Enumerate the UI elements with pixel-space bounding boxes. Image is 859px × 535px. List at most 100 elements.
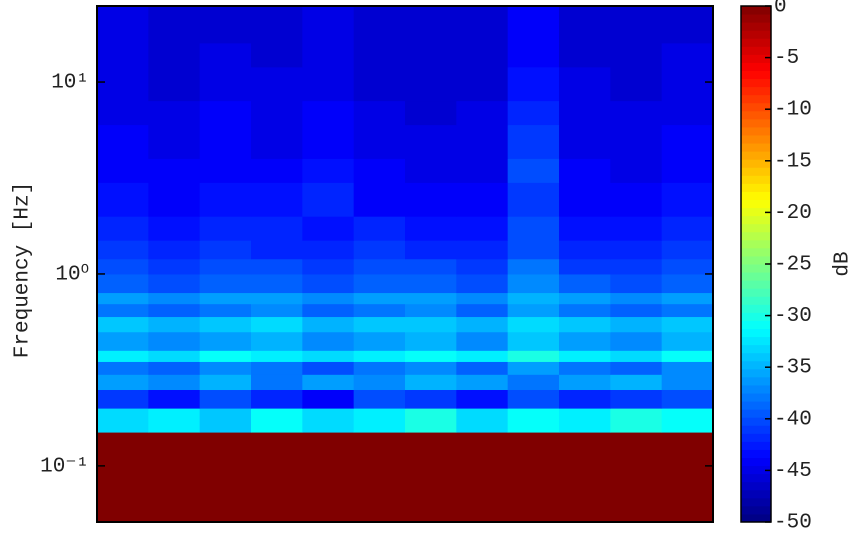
colorbar-swatch [741, 337, 771, 346]
heatmap-cell [97, 408, 149, 432]
heatmap-cell [662, 408, 714, 432]
heatmap-cell [508, 390, 560, 409]
colorbar-swatch [741, 143, 771, 152]
heatmap-cell [302, 293, 354, 305]
colorbar-swatch [741, 167, 771, 176]
heatmap-cell [662, 216, 714, 240]
heatmap-cell [354, 274, 406, 293]
heatmap-cell [148, 374, 200, 390]
heatmap-cell [508, 432, 560, 522]
heatmap-cell [559, 390, 611, 409]
heatmap-cell [405, 432, 457, 522]
colorbar-swatch [741, 30, 771, 39]
heatmap-cell [456, 332, 508, 351]
heatmap-cell [559, 43, 611, 67]
heatmap-cell [97, 216, 149, 240]
heatmap-cell [662, 6, 714, 43]
heatmap-cell [302, 216, 354, 240]
heatmap-cell [456, 43, 508, 67]
y-tick-label: 10¹ [51, 72, 89, 95]
heatmap-cell [354, 408, 406, 432]
heatmap-cell [200, 432, 252, 522]
colorbar-swatch [741, 506, 771, 515]
colorbar-tick-label: 0 [774, 0, 787, 19]
heatmap-cell [508, 408, 560, 432]
colorbar-swatch [741, 95, 771, 104]
colorbar-swatch [741, 425, 771, 434]
colorbar-swatch [741, 240, 771, 249]
heatmap-cell [148, 125, 200, 159]
heatmap-cell [405, 332, 457, 351]
colorbar-swatch [741, 111, 771, 120]
heatmap-cell [405, 101, 457, 125]
heatmap-cell [559, 304, 611, 317]
heatmap-cell [456, 274, 508, 293]
colorbar-swatch [741, 256, 771, 265]
heatmap-cell [200, 240, 252, 259]
colorbar-swatch [741, 127, 771, 136]
heatmap-cell [97, 332, 149, 351]
y-tick-label: 10⁰ [55, 264, 89, 287]
heatmap-cell [354, 332, 406, 351]
heatmap-cell [200, 67, 252, 101]
heatmap-cell [662, 274, 714, 293]
heatmap-cell [354, 317, 406, 333]
heatmap-cell [148, 432, 200, 522]
heatmap-cell [200, 125, 252, 159]
colorbar-swatch [741, 474, 771, 483]
heatmap-cell [200, 350, 252, 362]
heatmap-cell [251, 408, 303, 432]
y-tick-label: 10⁻¹ [40, 455, 89, 478]
colorbar-tick-label: -25 [774, 254, 812, 277]
heatmap-cell [148, 240, 200, 259]
heatmap-cell [456, 125, 508, 159]
heatmap-cell [148, 274, 200, 293]
heatmap-cell [251, 332, 303, 351]
colorbar-swatch [741, 22, 771, 31]
colorbar-swatch [741, 175, 771, 184]
heatmap-cell [200, 332, 252, 351]
heatmap-cell [251, 158, 303, 182]
heatmap-cell [97, 274, 149, 293]
heatmap-cell [405, 317, 457, 333]
heatmap-cell [251, 350, 303, 362]
heatmap-cell [302, 240, 354, 259]
heatmap-cell [148, 317, 200, 333]
heatmap-cell [405, 67, 457, 101]
heatmap-cell [405, 350, 457, 362]
heatmap-cell [610, 67, 662, 101]
colorbar-swatch [741, 135, 771, 144]
y-axis-label: Frequency [Hz] [12, 182, 35, 358]
heatmap-cell [508, 101, 560, 125]
heatmap-cell [508, 158, 560, 182]
heatmap-cell [610, 182, 662, 216]
heatmap-cell [354, 125, 406, 159]
heatmap-cell [662, 332, 714, 351]
heatmap-cell [610, 274, 662, 293]
colorbar-swatch [741, 38, 771, 47]
colorbar-swatch [741, 46, 771, 55]
colorbar-swatch [741, 71, 771, 80]
heatmap-cell [148, 408, 200, 432]
heatmap-cell [148, 67, 200, 101]
colorbar-swatch [741, 345, 771, 354]
heatmap-cell [610, 432, 662, 522]
heatmap-cell [200, 361, 252, 374]
colorbar-swatch [741, 232, 771, 241]
heatmap-cell [200, 158, 252, 182]
heatmap-cell [148, 43, 200, 67]
heatmap-cell [200, 274, 252, 293]
heatmap-cell [148, 361, 200, 374]
colorbar-swatch [741, 458, 771, 467]
heatmap-cell [354, 374, 406, 390]
heatmap-cell [354, 158, 406, 182]
heatmap-cell [354, 240, 406, 259]
colorbar-swatch [741, 6, 771, 15]
heatmap-cell [456, 240, 508, 259]
heatmap-cell [662, 390, 714, 409]
colorbar-swatch [741, 224, 771, 233]
heatmap-cell [405, 216, 457, 240]
heatmap-cell [610, 332, 662, 351]
heatmap-cell [456, 350, 508, 362]
colorbar-tick-label: -30 [774, 305, 812, 328]
